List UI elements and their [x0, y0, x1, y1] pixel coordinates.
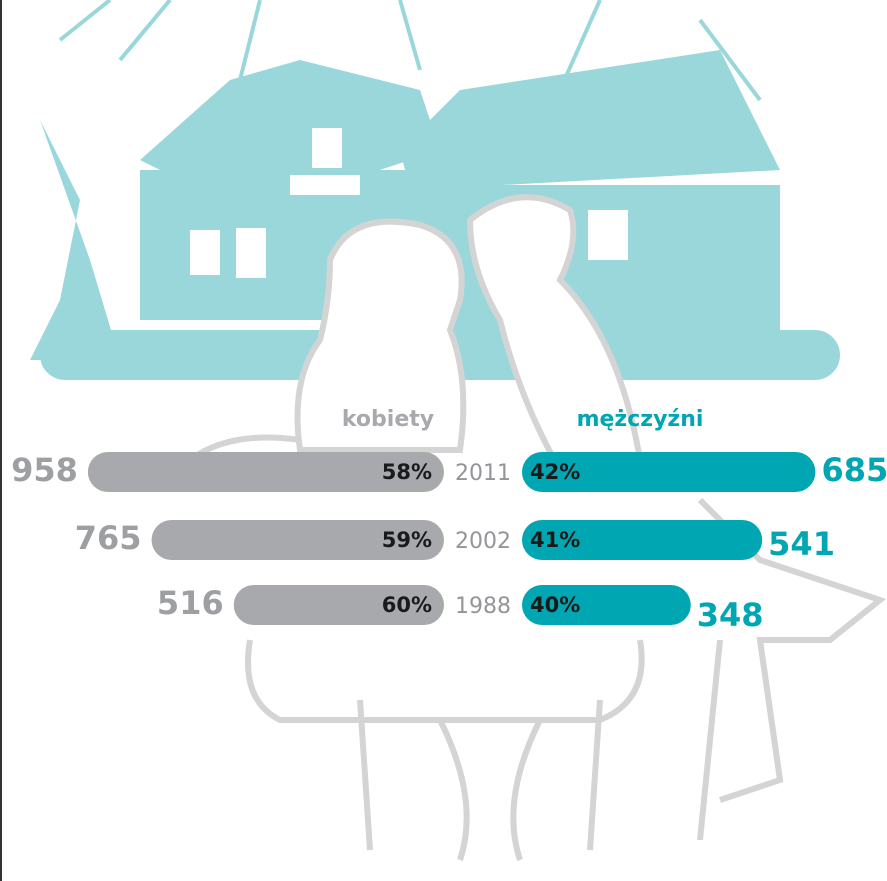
count-label: 958	[11, 451, 78, 489]
share-label: 41%	[530, 528, 580, 552]
share-label: 60%	[382, 593, 432, 617]
share-label: 59%	[382, 528, 432, 552]
bar	[522, 585, 691, 625]
bar	[233, 585, 444, 625]
legend-kobiety: kobiety	[342, 407, 434, 432]
share-label: 58%	[382, 460, 432, 484]
silhouettes	[188, 194, 887, 861]
count-label: 516	[157, 584, 224, 622]
bars: 2011 58% 958 42% 685 2002 59% 765 41% 541 1988 60% 5…	[11, 451, 887, 634]
count-label: 348	[697, 596, 764, 634]
year-label: 1988	[455, 594, 511, 619]
bar	[522, 452, 816, 492]
year-label: 2002	[455, 529, 511, 554]
bar	[151, 520, 445, 560]
bar	[87, 452, 445, 492]
count-label: 765	[75, 519, 142, 557]
share-label: 40%	[530, 593, 580, 617]
share-label: 42%	[530, 460, 580, 484]
year-label: 2011	[455, 461, 511, 486]
count-label: 685	[821, 451, 887, 489]
count-label: 541	[768, 525, 835, 563]
bar	[522, 520, 763, 560]
legend-mezczyzni: mężczyźni	[577, 407, 704, 432]
